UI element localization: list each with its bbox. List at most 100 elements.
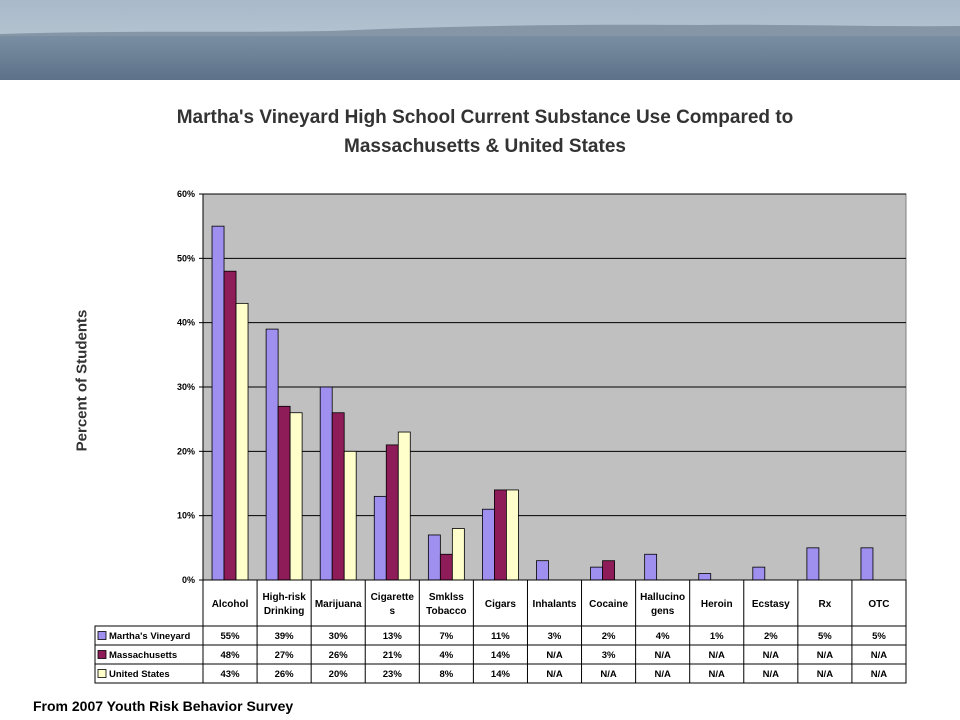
x-category-label: Alcohol: [212, 599, 249, 610]
legend-series-name: Massachusetts: [109, 650, 177, 661]
bar: [223, 270, 237, 581]
table-value-cell: 55%: [221, 631, 241, 642]
table-value-cell: 1%: [710, 631, 724, 642]
y-tick-label: 10%: [177, 511, 195, 521]
table-value-cell: 2%: [602, 631, 616, 642]
x-category-label: gens: [651, 606, 675, 617]
table-value-cell: 2%: [764, 631, 778, 642]
table-value-cell: 5%: [818, 631, 832, 642]
table-value-cell: 7%: [439, 631, 453, 642]
x-category-label: Cigarette: [371, 592, 415, 603]
x-category-label: Hallucino: [640, 592, 685, 603]
bar: [265, 328, 279, 581]
table-value-cell: 30%: [329, 631, 349, 642]
table-value-cell: N/A: [600, 669, 617, 680]
x-category-label: Heroin: [701, 599, 733, 610]
bar: [644, 553, 658, 581]
table-value-cell: N/A: [871, 669, 888, 680]
table-value-cell: 26%: [329, 650, 349, 661]
bar: [698, 573, 712, 581]
table-value-cell: 39%: [275, 631, 295, 642]
chart-title-line-1: Martha's Vineyard High School Current Su…: [176, 107, 794, 128]
legend-series-name: Martha's Vineyard: [109, 631, 190, 642]
x-category-label: Smklss: [429, 592, 464, 603]
legend-key: [97, 631, 107, 640]
table-value-cell: N/A: [654, 650, 671, 661]
bar: [860, 547, 874, 581]
x-category-label: Rx: [818, 599, 831, 610]
table-value-cell: 43%: [221, 669, 241, 680]
bar: [590, 566, 603, 581]
bar: [806, 547, 820, 581]
y-tick-label: 50%: [177, 253, 195, 263]
x-category-label: OTC: [868, 599, 889, 610]
bar: [752, 566, 766, 581]
legend-key: [97, 650, 107, 659]
x-category-label: Inhalants: [533, 599, 577, 610]
table-value-cell: 48%: [221, 650, 241, 661]
x-category-label: High-risk: [262, 592, 306, 603]
x-category-label: Tobacco: [426, 606, 466, 617]
table-value-cell: 14%: [491, 669, 511, 680]
table-value-cell: N/A: [817, 650, 834, 661]
table-value-cell: 23%: [383, 669, 403, 680]
bar: [235, 302, 249, 581]
x-category-label: Cocaine: [589, 599, 628, 610]
table-value-cell: 5%: [872, 631, 886, 642]
table-value-cell: 3%: [548, 631, 562, 642]
table-value-cell: 21%: [383, 650, 403, 661]
chart-title: Martha's Vineyard High School Current Su…: [80, 103, 890, 161]
table-value-cell: N/A: [817, 669, 834, 680]
table-value-cell: N/A: [763, 669, 780, 680]
legend-key: [97, 669, 107, 678]
table-value-cell: 13%: [383, 631, 403, 642]
bar: [602, 560, 615, 581]
header-banner-image: [0, 0, 960, 80]
bar: [397, 431, 411, 581]
x-category-label: Ecstasy: [752, 599, 790, 610]
table-value-cell: 20%: [329, 669, 349, 680]
table-value-cell: 26%: [275, 669, 295, 680]
table-value-cell: 4%: [439, 650, 453, 661]
bar: [451, 528, 465, 581]
x-category-label: Drinking: [264, 606, 305, 617]
bar: [506, 489, 519, 581]
x-category-label: Cigars: [485, 599, 517, 610]
x-category-label: Marijuana: [315, 599, 362, 610]
bar: [211, 225, 225, 581]
table-value-cell: 8%: [439, 669, 453, 680]
table-value-cell: 3%: [602, 650, 616, 661]
chart-title-line-2: Massachusetts & United States: [344, 136, 626, 157]
bar: [439, 553, 453, 581]
y-tick-label: 60%: [177, 189, 195, 199]
legend-series-name: United States: [109, 669, 170, 680]
bar: [331, 412, 345, 581]
y-tick-label: 20%: [177, 446, 195, 456]
y-tick-label: 0%: [182, 575, 195, 585]
bar: [277, 405, 291, 581]
bar: [289, 412, 303, 581]
table-value-cell: N/A: [546, 650, 563, 661]
table-value-cell: N/A: [871, 650, 888, 661]
table-value-cell: N/A: [709, 669, 726, 680]
bar: [536, 560, 549, 581]
table-value-cell: N/A: [546, 669, 563, 680]
table-value-cell: N/A: [654, 669, 671, 680]
bar: [427, 534, 441, 581]
table-value-cell: N/A: [709, 650, 726, 661]
bar: [385, 444, 399, 581]
table-value-cell: 11%: [491, 631, 510, 642]
table-value-cell: 27%: [275, 650, 295, 661]
table-value-cell: 14%: [491, 650, 511, 661]
bar: [319, 386, 333, 581]
x-category-label: s: [389, 606, 395, 617]
table-value-cell: N/A: [763, 650, 780, 661]
table-value-cell: 4%: [656, 631, 670, 642]
source-footnote: From 2007 Youth Risk Behavior Survey: [33, 698, 294, 714]
bar: [373, 495, 387, 581]
bar: [482, 508, 495, 581]
bar: [343, 450, 357, 581]
y-tick-label: 40%: [177, 318, 195, 328]
bar: [494, 489, 507, 581]
